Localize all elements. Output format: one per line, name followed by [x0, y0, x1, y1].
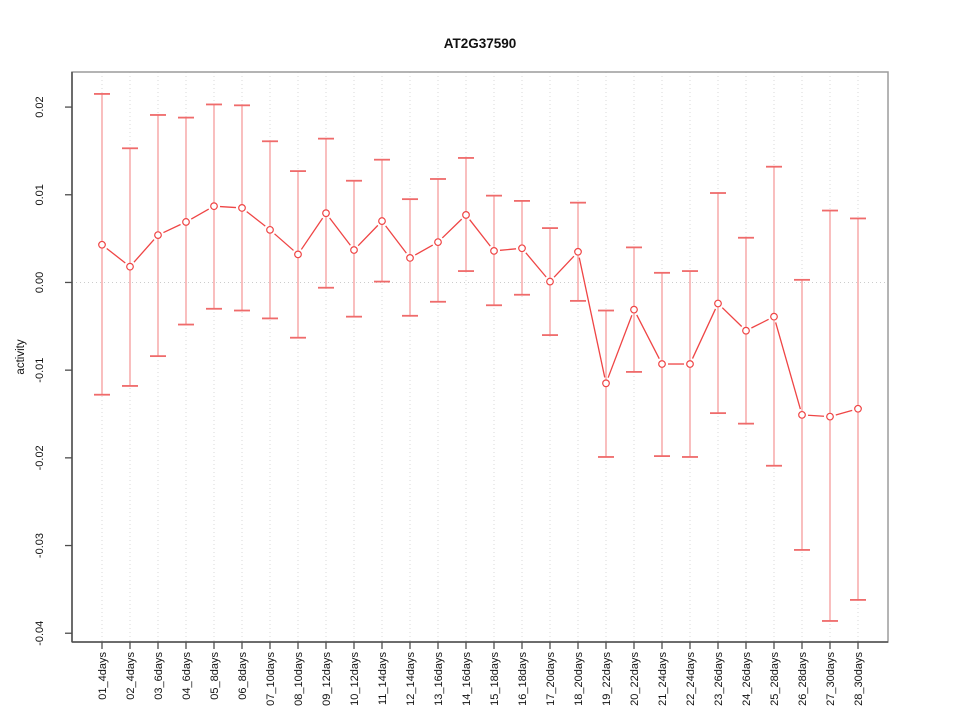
x-tick-label: 09_12days [321, 652, 333, 706]
series-segment [469, 219, 491, 247]
data-point [826, 412, 834, 421]
x-tick-label: 23_26days [713, 652, 725, 706]
plot-box [71, 71, 889, 643]
data-point [630, 305, 638, 314]
series-segment [441, 218, 463, 239]
series-segment [246, 211, 266, 227]
series-segment [300, 217, 324, 250]
series-segment [835, 409, 853, 416]
x-tick-label: 28_30days [853, 652, 865, 706]
data-point [658, 360, 666, 368]
y-tick-label: -0.04 [34, 621, 46, 646]
x-tick-label: 03_6days [153, 652, 165, 700]
data-point [770, 312, 778, 321]
x-tick-label: 04_6days [181, 652, 193, 700]
series-segment [219, 205, 237, 209]
x-tick-label: 18_20days [573, 652, 585, 706]
x-tick-label: 16_18days [517, 652, 529, 706]
data-point [406, 254, 414, 262]
data-point [350, 246, 358, 254]
y-tick-label: 0.00 [34, 272, 46, 293]
series-segment [775, 322, 801, 410]
series-segment [385, 225, 407, 254]
data-point [294, 250, 302, 259]
x-tick-label: 25_28days [769, 652, 781, 706]
series-segment [807, 414, 825, 417]
x-tick-label: 12_14days [405, 652, 417, 706]
series-segment [691, 308, 717, 359]
data-point [98, 240, 106, 249]
series-segment [607, 315, 633, 378]
series-segment [721, 307, 743, 327]
x-tick-label: 08_10days [293, 652, 305, 706]
data-point [378, 217, 386, 225]
series-segment [133, 239, 155, 263]
data-point [462, 211, 470, 219]
x-tick-label: 06_8days [237, 652, 249, 700]
data-point [182, 218, 190, 226]
x-tick-label: 05_8days [209, 652, 221, 700]
data-point [126, 262, 134, 271]
data-point [742, 326, 750, 335]
x-tick-label: 01_4days [97, 652, 109, 700]
series-segment [414, 244, 434, 256]
data-point [434, 238, 442, 247]
series-segment [190, 208, 210, 220]
x-tick-label: 27_30days [825, 652, 837, 706]
y-tick-label: 0.02 [34, 96, 46, 117]
data-point [154, 231, 162, 240]
chart-title: AT2G37590 [443, 36, 517, 51]
series-segment [751, 318, 769, 329]
x-tick-label: 19_22days [601, 652, 613, 706]
series-segment [163, 223, 181, 234]
x-tick-label: 02_4days [125, 652, 137, 700]
y-tick-label: -0.02 [34, 445, 46, 470]
x-tick-label: 21_24days [657, 652, 669, 706]
x-tick-label: 17_20days [545, 652, 557, 706]
data-point [798, 410, 806, 419]
series-segment [578, 257, 606, 378]
series-segment [525, 252, 547, 278]
data-point [602, 379, 610, 388]
x-tick-label: 15_18days [489, 652, 501, 706]
y-tick-label: 0.01 [34, 184, 46, 205]
series-segment [274, 233, 294, 251]
x-tick-label: 20_22days [629, 652, 641, 706]
series-segment [329, 217, 351, 246]
series-segment [636, 314, 660, 359]
x-tick-label: 13_16days [433, 652, 445, 706]
data-point [238, 204, 246, 212]
y-tick-label: -0.01 [34, 358, 46, 383]
data-point [322, 209, 330, 218]
data-point [210, 202, 218, 211]
data-point [490, 246, 498, 255]
y-tick-label: -0.03 [34, 533, 46, 558]
data-point [854, 404, 862, 413]
x-tick-label: 22_24days [685, 652, 697, 706]
data-point [546, 277, 554, 286]
series-segment [106, 247, 126, 264]
x-tick-label: 07_10days [265, 652, 277, 706]
series-segment [357, 224, 379, 247]
x-tick-label: 26_28days [797, 652, 809, 706]
x-tick-label: 10_12days [349, 652, 361, 706]
series-segment [499, 248, 517, 251]
x-tick-label: 14_16days [461, 652, 473, 706]
x-tick-label: 11_14days [377, 652, 389, 706]
data-point [714, 299, 722, 308]
data-point [574, 247, 582, 256]
data-point [518, 244, 526, 253]
data-point [266, 225, 274, 234]
series-segment [553, 255, 575, 278]
x-tick-label: 24_26days [741, 652, 753, 706]
data-point [686, 360, 694, 368]
